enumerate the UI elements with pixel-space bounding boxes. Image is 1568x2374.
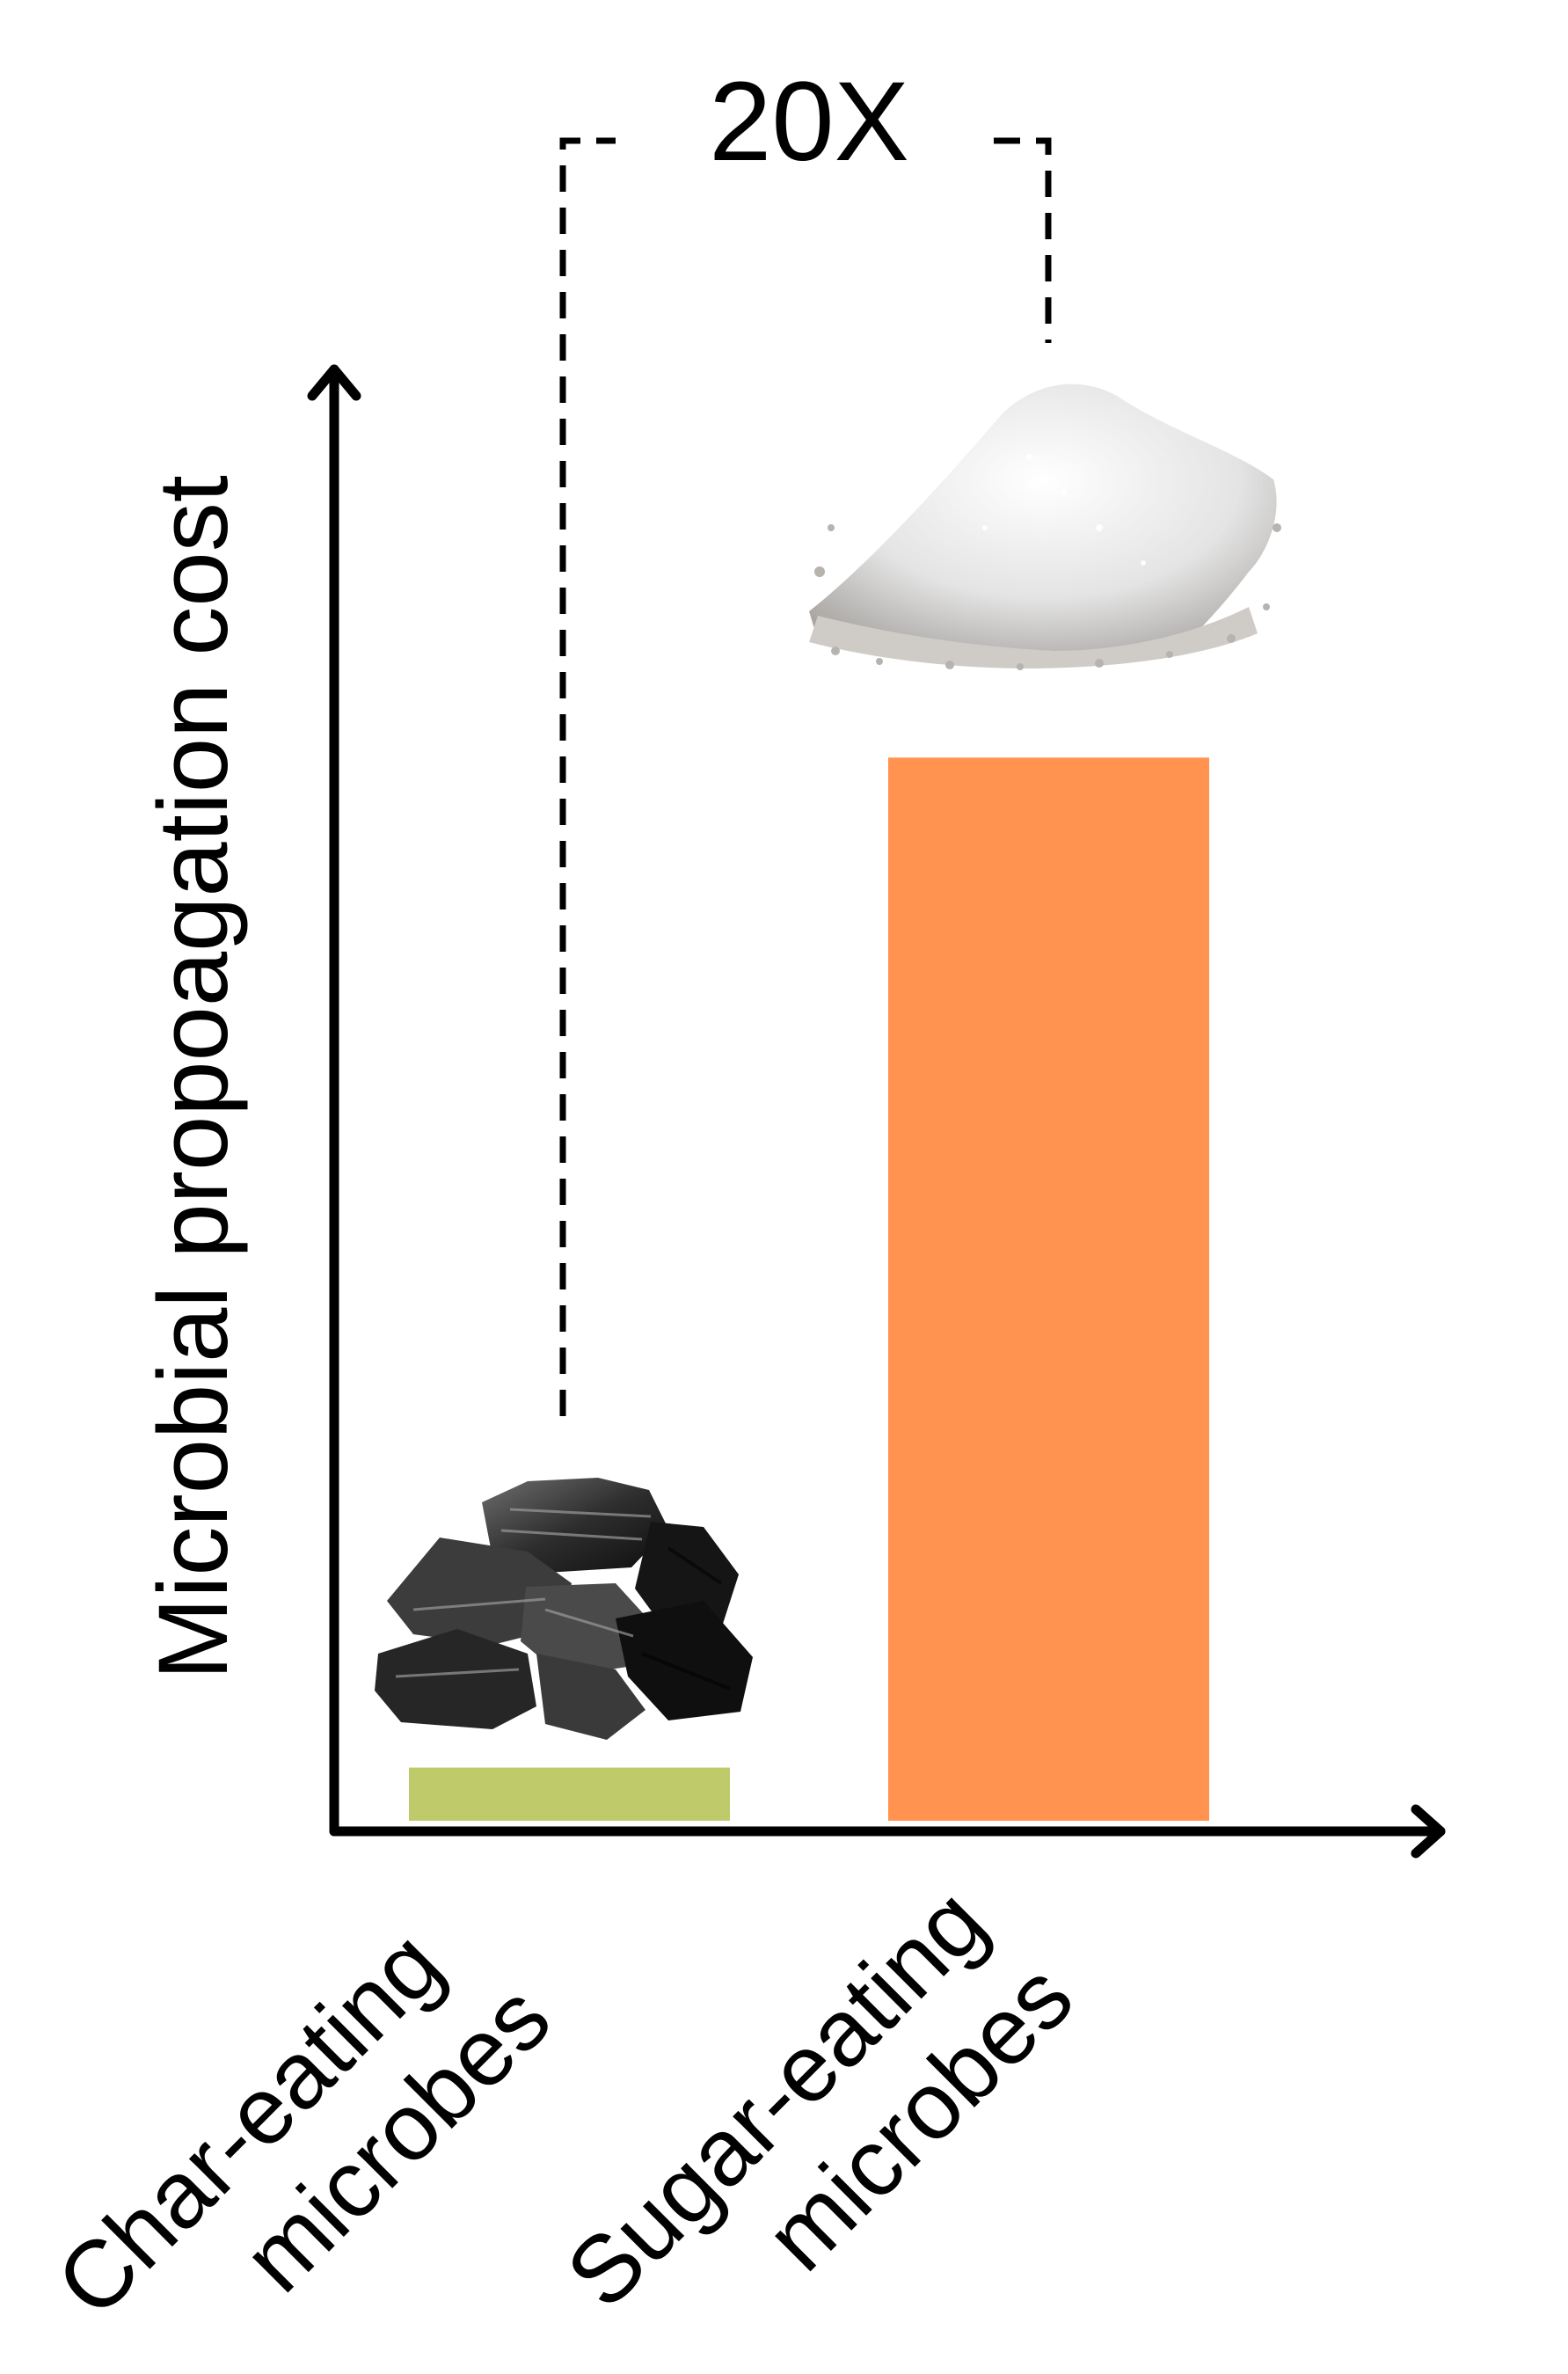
sugar-pile-icon — [809, 383, 1281, 670]
bracket-right — [994, 137, 1052, 343]
comparison-bracket — [559, 137, 1052, 1416]
bar-sugar-eating — [888, 757, 1209, 1821]
x-axis-arrowhead — [1411, 1804, 1446, 1859]
ratio-annotation: 20X — [709, 59, 909, 185]
y-axis-arrowhead — [307, 364, 361, 401]
x-tick-label-sugar: Sugar-eating microbes — [546, 1867, 1093, 2327]
charcoal-icon — [375, 1478, 753, 1740]
x-tick-label-char: Char-eating microbes — [36, 1910, 570, 2337]
axes — [307, 364, 1446, 1859]
bar-char-eating — [409, 1767, 730, 1821]
bracket-left — [559, 137, 616, 1416]
y-axis-label: Microbial propoagation cost — [138, 475, 248, 1680]
